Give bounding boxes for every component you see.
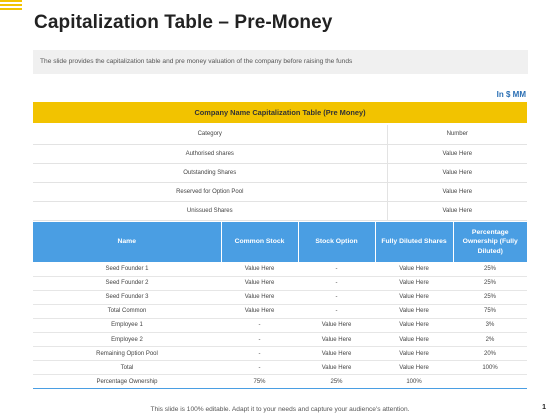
table-row: Seed Founder 1 Value Here - Value Here 2…: [33, 262, 527, 277]
cell-stock-option: Value Here: [298, 346, 375, 362]
cell-percentage: 100%: [453, 360, 527, 376]
ownership-header-row: Name Common Stock Stock Option Fully Dil…: [33, 222, 527, 262]
ownership-table: Name Common Stock Stock Option Fully Dil…: [33, 222, 527, 390]
cell-common-stock: Value Here: [221, 290, 298, 305]
footer-note: This slide is 100% editable. Adapt it to…: [150, 406, 410, 413]
table-row: Percentage Ownership 75% 25% 100%: [33, 374, 527, 390]
cell-common-stock: -: [221, 332, 298, 348]
cell-percentage: 25%: [453, 276, 527, 291]
cell-stock-option: -: [298, 304, 375, 319]
table-row: Unissued Shares Value Here: [33, 201, 527, 221]
description-text: The slide provides the capitalization ta…: [40, 58, 353, 65]
cell-name: Percentage Ownership: [33, 374, 221, 390]
cell-stock-option: -: [298, 290, 375, 305]
cell-common-stock: -: [221, 346, 298, 362]
cell-stock-option: 25%: [298, 374, 375, 390]
cell-name: Remaining Option Pool: [33, 346, 221, 362]
cell-fully-diluted: Value Here: [375, 290, 453, 305]
table-row: Total - Value Here Value Here 100%: [33, 360, 527, 376]
cap-cell-category: Outstanding Shares: [33, 163, 388, 183]
cell-common-stock: Value Here: [221, 262, 298, 277]
table-row: Outstanding Shares Value Here: [33, 163, 527, 183]
cap-cell-category: Authorised shares: [33, 144, 388, 164]
cell-percentage: [453, 374, 527, 390]
header-common-stock: Common Stock: [221, 222, 299, 262]
decor-line-2: [0, 4, 22, 6]
table-row: Reserved for Option Pool Value Here: [33, 182, 527, 202]
cell-stock-option: Value Here: [298, 360, 375, 376]
cell-name: Seed Founder 3: [33, 290, 221, 305]
table-row: Remaining Option Pool - Value Here Value…: [33, 346, 527, 362]
cell-common-stock: 75%: [221, 374, 298, 390]
header-fully-diluted-shares: Fully Diluted Shares: [375, 222, 454, 262]
decor-line-3: [0, 8, 22, 10]
cell-name: Employee 2: [33, 332, 221, 348]
cap-table-title: Company Name Capitalization Table (Pre M…: [33, 102, 527, 123]
description-box: The slide provides the capitalization ta…: [33, 50, 528, 74]
table-row: Employee 2 - Value Here Value Here 2%: [33, 332, 527, 348]
cell-fully-diluted: Value Here: [375, 346, 453, 362]
cap-cell-number: Value Here: [387, 163, 527, 183]
header-percentage-ownership: Percentage Ownership (Fully Diluted): [453, 222, 527, 262]
cell-name: Total Common: [33, 304, 221, 319]
cap-table: Category Number Authorised shares Value …: [33, 125, 527, 221]
cell-name: Seed Founder 1: [33, 262, 221, 277]
cell-fully-diluted: Value Here: [375, 332, 453, 348]
page-title: Capitalization Table – Pre-Money: [34, 12, 333, 33]
cell-percentage: 20%: [453, 346, 527, 362]
cell-fully-diluted: 100%: [375, 374, 453, 390]
cap-cell-number: Value Here: [387, 144, 527, 164]
cell-stock-option: Value Here: [298, 318, 375, 333]
cell-fully-diluted: Value Here: [375, 360, 453, 376]
cell-stock-option: Value Here: [298, 332, 375, 348]
cap-header-number: Number: [387, 125, 527, 145]
cell-stock-option: -: [298, 276, 375, 291]
table-row: Authorised shares Value Here: [33, 144, 527, 164]
cell-percentage: 25%: [453, 290, 527, 305]
cap-cell-category: Reserved for Option Pool: [33, 182, 388, 202]
unit-label: In $ MM: [496, 90, 526, 99]
cell-fully-diluted: Value Here: [375, 318, 453, 333]
cap-cell-number: Value Here: [387, 201, 527, 221]
cell-common-stock: Value Here: [221, 304, 298, 319]
cell-fully-diluted: Value Here: [375, 304, 453, 319]
table-row: Employee 1 - Value Here Value Here 3%: [33, 318, 527, 333]
header-stock-option: Stock Option: [298, 222, 376, 262]
table-row: Total Common Value Here - Value Here 75%: [33, 304, 527, 319]
cell-percentage: 25%: [453, 262, 527, 277]
header-name: Name: [33, 222, 222, 262]
table-row: Seed Founder 3 Value Here - Value Here 2…: [33, 290, 527, 305]
cell-common-stock: -: [221, 318, 298, 333]
cell-percentage: 3%: [453, 318, 527, 333]
cap-header-category: Category: [33, 125, 388, 145]
cell-percentage: 2%: [453, 332, 527, 348]
cell-percentage: 75%: [453, 304, 527, 319]
cell-common-stock: -: [221, 360, 298, 376]
page-number: 1: [542, 404, 546, 411]
cell-stock-option: -: [298, 262, 375, 277]
cap-cell-number: Value Here: [387, 182, 527, 202]
table-row: Seed Founder 2 Value Here - Value Here 2…: [33, 276, 527, 291]
cap-cell-category: Unissued Shares: [33, 201, 388, 221]
decor-line-1: [0, 0, 22, 2]
cell-fully-diluted: Value Here: [375, 262, 453, 277]
cell-common-stock: Value Here: [221, 276, 298, 291]
cell-fully-diluted: Value Here: [375, 276, 453, 291]
cap-table-header-row: Category Number: [33, 125, 527, 145]
cell-name: Total: [33, 360, 221, 376]
cell-name: Seed Founder 2: [33, 276, 221, 291]
cell-name: Employee 1: [33, 318, 221, 333]
